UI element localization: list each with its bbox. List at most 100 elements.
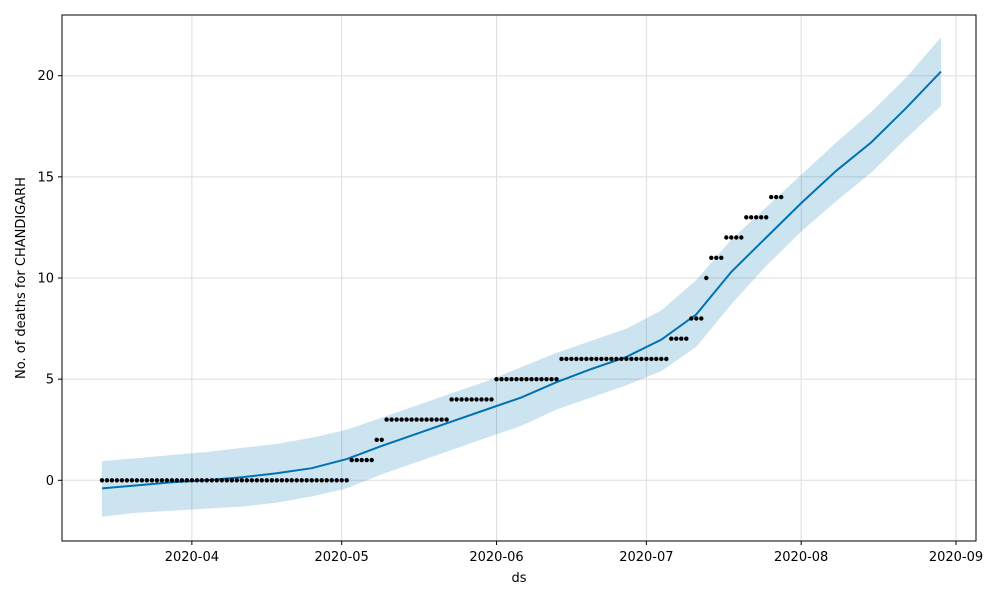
observed-point [99, 478, 105, 483]
observed-point [184, 478, 190, 483]
observed-point [404, 417, 409, 422]
observed-point [214, 478, 219, 483]
observed-point [389, 417, 394, 422]
observed-point [489, 397, 494, 402]
observed-point [399, 417, 404, 422]
observed-point [114, 478, 120, 483]
observed-point [244, 478, 249, 483]
observed-point [254, 478, 259, 483]
observed-point [729, 235, 734, 240]
observed-point [739, 235, 744, 240]
observed-point [614, 356, 619, 362]
observed-point [544, 377, 549, 382]
observed-point [274, 478, 279, 483]
observed-point [604, 356, 609, 362]
observed-point [629, 356, 634, 362]
y-tick-label: 20 [37, 69, 54, 84]
observed-point [224, 478, 229, 483]
observed-point [469, 397, 474, 402]
x-tick-label: 2020-08 [774, 550, 828, 565]
observed-point [279, 478, 284, 483]
observed-point [684, 336, 689, 341]
observed-point [124, 478, 130, 483]
observed-point [619, 356, 624, 362]
observed-point [364, 457, 369, 463]
observed-point [369, 457, 374, 463]
observed-point [409, 417, 414, 422]
observed-point [559, 356, 564, 362]
observed-point [744, 215, 749, 220]
observed-point [249, 478, 254, 483]
observed-point [384, 417, 389, 422]
observed-point [704, 275, 709, 281]
observed-point [749, 215, 754, 220]
observed-point [104, 478, 110, 483]
observed-point [534, 377, 539, 382]
observed-points [99, 194, 784, 483]
observed-point [724, 235, 729, 240]
observed-point [769, 194, 774, 200]
x-tick-label: 2020-09 [929, 550, 983, 565]
observed-point [654, 356, 659, 362]
observed-point [284, 478, 289, 483]
observed-point [474, 397, 479, 402]
observed-point [394, 417, 399, 422]
observed-point [444, 417, 449, 422]
observed-point [234, 478, 239, 483]
grid [62, 15, 976, 541]
observed-point [699, 316, 704, 321]
x-tick-label: 2020-07 [619, 550, 673, 565]
observed-point [554, 377, 559, 382]
observed-point [339, 478, 344, 483]
observed-point [529, 377, 534, 382]
uncertainty-band [102, 37, 941, 517]
observed-point [179, 478, 185, 483]
x-tick-label: 2020-06 [469, 550, 523, 565]
observed-point [209, 478, 214, 483]
observed-point [484, 397, 489, 402]
y-axis-label: No. of deaths for CHANDIGARH [14, 177, 29, 379]
observed-point [549, 377, 554, 382]
observed-point [764, 215, 769, 220]
y-tick-label: 5 [46, 373, 54, 388]
observed-point [759, 215, 764, 220]
observed-point [679, 336, 684, 341]
observed-point [599, 356, 604, 362]
observed-point [434, 417, 439, 422]
observed-point [429, 417, 434, 422]
observed-point [694, 316, 699, 321]
observed-point [299, 478, 304, 483]
observed-point [504, 377, 509, 382]
observed-point [644, 356, 649, 362]
observed-point [649, 356, 654, 362]
observed-point [639, 356, 644, 362]
observed-point [719, 255, 724, 260]
y-tick-label: 15 [37, 170, 54, 185]
observed-point [624, 356, 629, 362]
observed-point [259, 478, 264, 483]
observed-point [304, 478, 309, 483]
observed-point [194, 478, 200, 483]
observed-point [379, 437, 384, 442]
observed-point [419, 417, 424, 422]
observed-point [634, 356, 639, 362]
observed-point [159, 478, 165, 483]
observed-point [609, 356, 614, 362]
observed-point [584, 356, 589, 362]
observed-point [294, 478, 299, 483]
forecast-line [101, 70, 942, 490]
observed-point [269, 478, 274, 483]
observed-point [514, 377, 519, 382]
observed-point [494, 377, 499, 382]
x-axis-ticks: 2020-04 2020-05 2020-06 2020-07 2020-08 2020-… [165, 541, 983, 565]
observed-point [439, 417, 444, 422]
observed-point [454, 397, 459, 402]
observed-point [334, 478, 339, 483]
observed-point [359, 457, 364, 463]
observed-point [154, 478, 160, 483]
observed-point [674, 336, 679, 341]
x-tick-label: 2020-05 [315, 550, 369, 565]
observed-point [134, 478, 140, 483]
